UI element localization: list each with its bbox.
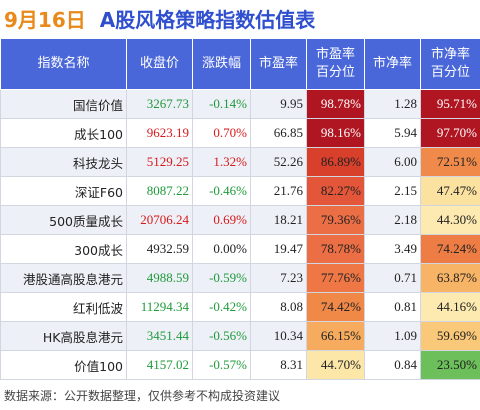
cell-pb: 2.15: [364, 176, 421, 206]
cell-pe-percentile: 98.16%: [306, 118, 365, 148]
cell-pe-percentile: 79.36%: [306, 205, 365, 235]
cell-change: -0.59%: [192, 263, 251, 293]
cell-pe: 66.85: [250, 118, 307, 148]
table-row: 红利低波 11294.34 -0.42% 8.08 74.42% 0.81 44.16%: [0, 292, 480, 322]
cell-pb-percentile: 97.70%: [420, 118, 480, 148]
cell-pe: 21.76: [250, 176, 307, 206]
title-text: A股风格策略指数估值表: [99, 7, 316, 32]
cell-index-name: 成长100: [0, 118, 127, 148]
header-col-pe: 市盈率: [250, 38, 307, 90]
cell-pe-percentile: 98.78%: [306, 89, 365, 119]
cell-close: 3451.44: [126, 321, 193, 351]
cell-close: 4932.59: [126, 234, 193, 264]
cell-pe-percentile: 66.15%: [306, 321, 365, 351]
cell-index-name: 国信价值: [0, 89, 127, 119]
table-row: 科技龙头 5129.25 1.32% 52.26 86.89% 6.00 72.51%: [0, 147, 480, 177]
table-row: 成长100 9623.19 0.70% 66.85 98.16% 5.94 97.70%: [0, 118, 480, 148]
cell-pb: 1.09: [364, 321, 421, 351]
cell-pe: 52.26: [250, 147, 307, 177]
cell-pe: 19.47: [250, 234, 307, 264]
cell-index-name: 红利低波: [0, 292, 127, 322]
cell-close: 20706.24: [126, 205, 193, 235]
table-body: 国信价值 3267.73 -0.14% 9.95 98.78% 1.28 95.71% 成长1…: [0, 89, 480, 380]
cell-pb: 0.71: [364, 263, 421, 293]
cell-pb-percentile: 63.87%: [420, 263, 480, 293]
cell-pb: 6.00: [364, 147, 421, 177]
title-date: 9月16日: [4, 7, 86, 32]
header-col-close: 收盘价: [126, 38, 193, 90]
cell-pe: 9.95: [250, 89, 307, 119]
header-col-name: 指数名称: [0, 38, 127, 90]
cell-change: -0.42%: [192, 292, 251, 322]
cell-pb: 3.49: [364, 234, 421, 264]
cell-pe-percentile: 78.78%: [306, 234, 365, 264]
table-row: 价值100 4157.02 -0.57% 8.31 44.70% 0.84 23.50%: [0, 350, 480, 380]
cell-change: 1.32%: [192, 147, 251, 177]
cell-pe: 8.31: [250, 350, 307, 380]
cell-pb-percentile: 47.47%: [420, 176, 480, 206]
table-row: 500质量成长 20706.24 0.69% 18.21 79.36% 2.18 44.30…: [0, 205, 480, 235]
cell-close: 9623.19: [126, 118, 193, 148]
table-row: 深证F60 8087.22 -0.46% 21.76 82.27% 2.15 47.47%: [0, 176, 480, 206]
cell-change: 0.69%: [192, 205, 251, 235]
cell-close: 5129.25: [126, 147, 193, 177]
cell-pb-percentile: 44.30%: [420, 205, 480, 235]
header-col-pb: 市净率: [364, 38, 421, 90]
cell-pb-percentile: 74.24%: [420, 234, 480, 264]
cell-index-name: 深证F60: [0, 176, 127, 206]
cell-pb-percentile: 72.51%: [420, 147, 480, 177]
table-row: HK高股息港元 3451.44 -0.56% 10.34 66.15% 1.09 59.69…: [0, 321, 480, 351]
cell-pb-percentile: 23.50%: [420, 350, 480, 380]
table-row: 港股通高股息港元 4988.59 -0.59% 7.23 77.76% 0.71 63.87…: [0, 263, 480, 293]
cell-index-name: 港股通高股息港元: [0, 263, 127, 293]
cell-pe: 8.08: [250, 292, 307, 322]
cell-index-name: 500质量成长: [0, 205, 127, 235]
cell-pe: 7.23: [250, 263, 307, 293]
cell-change: 0.00%: [192, 234, 251, 264]
cell-change: -0.14%: [192, 89, 251, 119]
cell-close: 4988.59: [126, 263, 193, 293]
cell-index-name: HK高股息港元: [0, 321, 127, 351]
cell-change: 0.70%: [192, 118, 251, 148]
header-col-pe-pct: 市盈率 百分位: [306, 38, 365, 90]
cell-pb-percentile: 95.71%: [420, 89, 480, 119]
header-col-change: 涨跌幅: [192, 38, 251, 90]
cell-pe-percentile: 86.89%: [306, 147, 365, 177]
footer-source: 数据来源：公开数据整理，仅供参考不构成投资建议: [4, 389, 281, 403]
page-title: 9月16日 A股风格策略指数估值表: [0, 0, 480, 36]
cell-pb: 0.84: [364, 350, 421, 380]
cell-index-name: 科技龙头: [0, 147, 127, 177]
cell-pe-percentile: 74.42%: [306, 292, 365, 322]
cell-pb: 0.81: [364, 292, 421, 322]
cell-change: -0.57%: [192, 350, 251, 380]
cell-pb: 1.28: [364, 89, 421, 119]
cell-pe-percentile: 44.70%: [306, 350, 365, 380]
valuation-table: 指数名称 收盘价 涨跌幅 市盈率 市盈率 百分位 市净率 市净率 百分位 国信价值 3267.73…: [0, 38, 480, 380]
cell-close: 8087.22: [126, 176, 193, 206]
header-col-pb-pct: 市净率 百分位: [420, 38, 480, 90]
cell-close: 3267.73: [126, 89, 193, 119]
cell-pe-percentile: 82.27%: [306, 176, 365, 206]
table-row: 300成长 4932.59 0.00% 19.47 78.78% 3.49 74.24%: [0, 234, 480, 264]
cell-index-name: 价值100: [0, 350, 127, 380]
cell-change: -0.56%: [192, 321, 251, 351]
cell-pb-percentile: 44.16%: [420, 292, 480, 322]
cell-pb-percentile: 59.69%: [420, 321, 480, 351]
cell-pb: 5.94: [364, 118, 421, 148]
cell-change: -0.46%: [192, 176, 251, 206]
cell-pe: 18.21: [250, 205, 307, 235]
cell-index-name: 300成长: [0, 234, 127, 264]
cell-close: 4157.02: [126, 350, 193, 380]
cell-close: 11294.34: [126, 292, 193, 322]
cell-pe: 10.34: [250, 321, 307, 351]
table-row: 国信价值 3267.73 -0.14% 9.95 98.78% 1.28 95.71%: [0, 89, 480, 119]
cell-pe-percentile: 77.76%: [306, 263, 365, 293]
cell-pb: 2.18: [364, 205, 421, 235]
table-header-row: 指数名称 收盘价 涨跌幅 市盈率 市盈率 百分位 市净率 市净率 百分位: [0, 38, 480, 90]
